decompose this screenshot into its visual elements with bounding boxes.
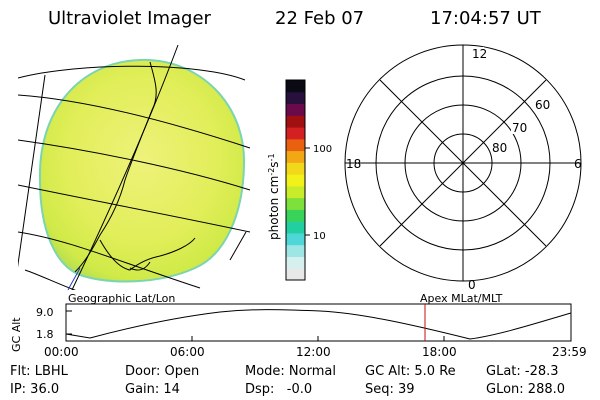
status-mode: Mode: Normal (245, 364, 336, 379)
colorbar-ticks (305, 147, 310, 236)
colorbar-band (286, 138, 305, 152)
colorbar-band (286, 232, 305, 246)
status-seq: Seq: 39 (365, 382, 415, 397)
colorbar-band (286, 91, 305, 105)
status-flt: Flt: LBHL (10, 364, 68, 379)
colorbar-band (286, 209, 305, 222)
colorbar-band (286, 80, 305, 93)
status-gc-alt: GC Alt: 5.0 Re (365, 364, 456, 379)
colorbar-band (286, 150, 305, 163)
polar-label-bg (472, 47, 484, 60)
mlt-label-6: 6 (574, 157, 582, 171)
coastline (74, 61, 196, 273)
x-tick-1800: 18:00 (422, 345, 457, 359)
colorbar-band (286, 174, 305, 187)
geo-grid-lines (18, 44, 251, 290)
lat-label-60: 60 (535, 98, 550, 112)
colorbar (286, 80, 305, 281)
altitude-timeline (65, 303, 572, 342)
lat-label-80: 80 (492, 141, 507, 155)
colorbar-frame (285, 79, 306, 281)
timeline-ticks (66, 310, 445, 341)
colorbar-band (286, 268, 305, 281)
colorbar-band (286, 162, 305, 175)
y-tick-1-8: 1.8 (36, 328, 54, 341)
timeline-frame (65, 303, 572, 342)
y-tick-9: 9.0 (36, 306, 54, 319)
status-ip: IP: 36.0 (10, 382, 60, 397)
x-tick-0000: 00:00 (44, 345, 79, 359)
colorbar-band (286, 115, 305, 128)
lat-label-70-bg (511, 121, 529, 134)
status-glat: GLat: -28.3 (486, 364, 559, 379)
colorbar-band (286, 185, 305, 199)
date-label: 22 Feb 07 (275, 8, 365, 29)
timeline-right-title: Apex MLat/MLT (420, 292, 503, 305)
colorbar-band (286, 256, 305, 269)
timeline-left-title: Geographic Lat/Lon (68, 292, 175, 305)
colorbar-tick-100: 100 (313, 144, 332, 155)
lat-label-80-bg (491, 141, 509, 154)
status-door: Door: Open (125, 364, 200, 379)
x-tick-0600: 06:00 (170, 345, 205, 359)
status-dsp: Dsp: -0.0 (245, 382, 313, 397)
time-label: 17:04:57 UT (430, 8, 541, 29)
colorbar-label: photon cm-2s-1 (267, 153, 282, 240)
lat-label-70: 70 (512, 121, 527, 135)
x-tick-1200: 12:00 (296, 345, 331, 359)
colorbar-tick-10: 10 (313, 231, 326, 242)
timeline-axis-label: GC Alt (10, 317, 23, 352)
colorbar-band (286, 103, 305, 116)
colorbar-band (286, 197, 305, 210)
lat-label-60-bg (534, 98, 552, 111)
mlt-label-12: 12 (472, 47, 487, 61)
mlt-label-0: 0 (468, 278, 476, 292)
app-title: Ultraviolet Imager (48, 8, 211, 29)
altitude-curve (65, 309, 572, 340)
earth-disk (38, 58, 246, 283)
colorbar-band (286, 127, 305, 140)
uv-earth-image (18, 44, 251, 290)
x-tick-2359: 23:59 (552, 345, 587, 359)
polar-plot (344, 44, 582, 282)
colorbar-band (286, 221, 305, 234)
colorbar-band (286, 244, 305, 257)
status-glon: GLon: 288.0 (486, 382, 566, 397)
status-gain: Gain: 14 (125, 382, 180, 397)
mlt-label-18: 18 (346, 157, 361, 171)
